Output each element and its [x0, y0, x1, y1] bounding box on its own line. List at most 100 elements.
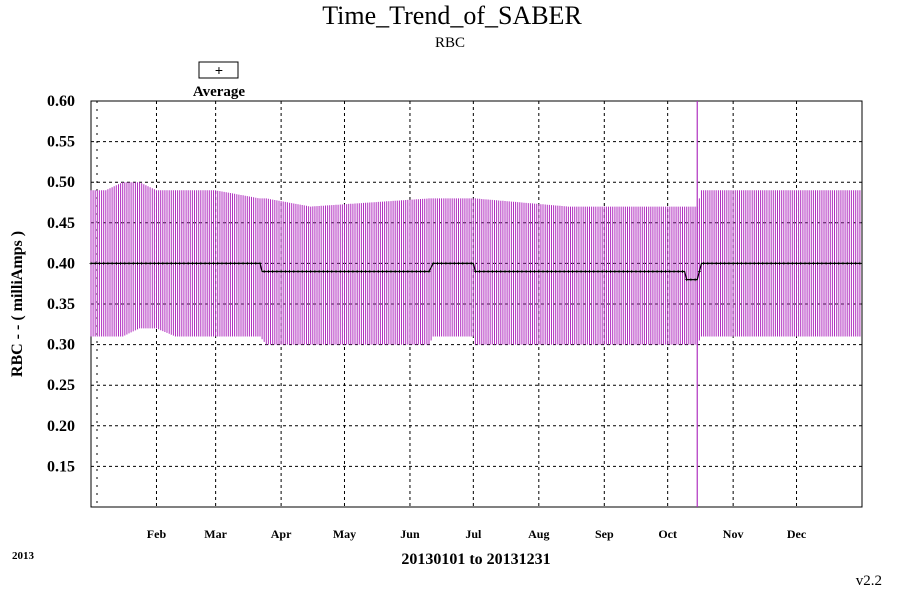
x-tick-label: Feb [147, 527, 167, 541]
average-point [495, 270, 499, 274]
average-point [216, 261, 220, 265]
average-point [731, 261, 735, 265]
average-point [258, 261, 262, 265]
average-point [621, 270, 625, 274]
y-tick-label: 0.40 [47, 255, 75, 272]
average-point [304, 270, 308, 274]
average-point [638, 270, 642, 274]
average-point [706, 261, 710, 265]
average-point [786, 261, 790, 265]
average-point [119, 261, 123, 265]
average-series [89, 261, 862, 282]
average-point [321, 270, 325, 274]
y-tick-label: 0.50 [47, 174, 75, 191]
x-tick-label: Mar [204, 527, 227, 541]
average-point [182, 261, 186, 265]
average-point [769, 261, 773, 265]
average-point [807, 261, 811, 265]
average-point [516, 270, 520, 274]
average-point [178, 261, 182, 265]
average-point [816, 261, 820, 265]
average-point [140, 261, 144, 265]
average-point [617, 270, 621, 274]
x-tick-label: Dec [787, 527, 807, 541]
average-point [613, 270, 617, 274]
average-point [444, 261, 448, 265]
average-point [186, 261, 190, 265]
average-point [123, 261, 127, 265]
average-point [714, 261, 718, 265]
average-point [473, 270, 477, 274]
average-point [169, 261, 173, 265]
average-point [486, 270, 490, 274]
average-point [858, 261, 862, 265]
average-point [127, 261, 131, 265]
average-point [440, 261, 444, 265]
average-point [499, 270, 503, 274]
x-tick-label: Sep [595, 527, 614, 541]
average-point [676, 270, 680, 274]
average-point [744, 261, 748, 265]
x-tick-label: Oct [658, 527, 677, 541]
average-point [748, 261, 752, 265]
x-tick-labels: Feb Mar Apr May Jun Jul Aug Sep Oct Nov Dec [147, 527, 807, 541]
average-point [583, 270, 587, 274]
average-point [533, 270, 537, 274]
average-point [697, 270, 701, 274]
average-point [372, 270, 376, 274]
average-point [423, 270, 427, 274]
average-point [309, 270, 313, 274]
average-point [693, 278, 697, 282]
average-point [778, 261, 782, 265]
version-label: v2.2 [856, 573, 882, 589]
average-point [756, 261, 760, 265]
average-point [393, 270, 397, 274]
average-point [292, 270, 296, 274]
average-point [245, 261, 249, 265]
legend: + Average [193, 61, 246, 100]
average-point [334, 270, 338, 274]
average-point [469, 261, 473, 265]
average-point [647, 270, 651, 274]
average-point [672, 270, 676, 274]
year-label: 2013 [12, 550, 35, 562]
average-point [511, 270, 515, 274]
y-tick-label: 0.25 [47, 377, 75, 394]
average-point [849, 261, 853, 265]
average-point [642, 270, 646, 274]
average-point [795, 261, 799, 265]
y-tick-label: 0.35 [47, 296, 75, 313]
average-point [148, 261, 152, 265]
average-point [406, 270, 410, 274]
average-point [600, 270, 604, 274]
average-point [541, 270, 545, 274]
average-point [93, 261, 97, 265]
average-point [241, 261, 245, 265]
legend-label: Average [193, 84, 246, 100]
average-point [845, 261, 849, 265]
average-point [558, 270, 562, 274]
average-point [355, 270, 359, 274]
average-point [275, 270, 279, 274]
average-point [161, 261, 165, 265]
average-point [596, 270, 600, 274]
average-point [114, 261, 118, 265]
average-point [317, 270, 321, 274]
average-point [199, 261, 203, 265]
average-point [562, 270, 566, 274]
average-point [106, 261, 110, 265]
average-point [237, 261, 241, 265]
average-point [626, 270, 630, 274]
x-tick-label: Jul [465, 527, 482, 541]
x-tick-label: Nov [723, 527, 744, 541]
average-point [820, 261, 824, 265]
average-point [271, 270, 275, 274]
average-point [824, 261, 828, 265]
average-point [799, 261, 803, 265]
average-point [664, 270, 668, 274]
average-point [685, 278, 689, 282]
average-point [478, 270, 482, 274]
average-point [212, 261, 216, 265]
average-point [604, 270, 608, 274]
